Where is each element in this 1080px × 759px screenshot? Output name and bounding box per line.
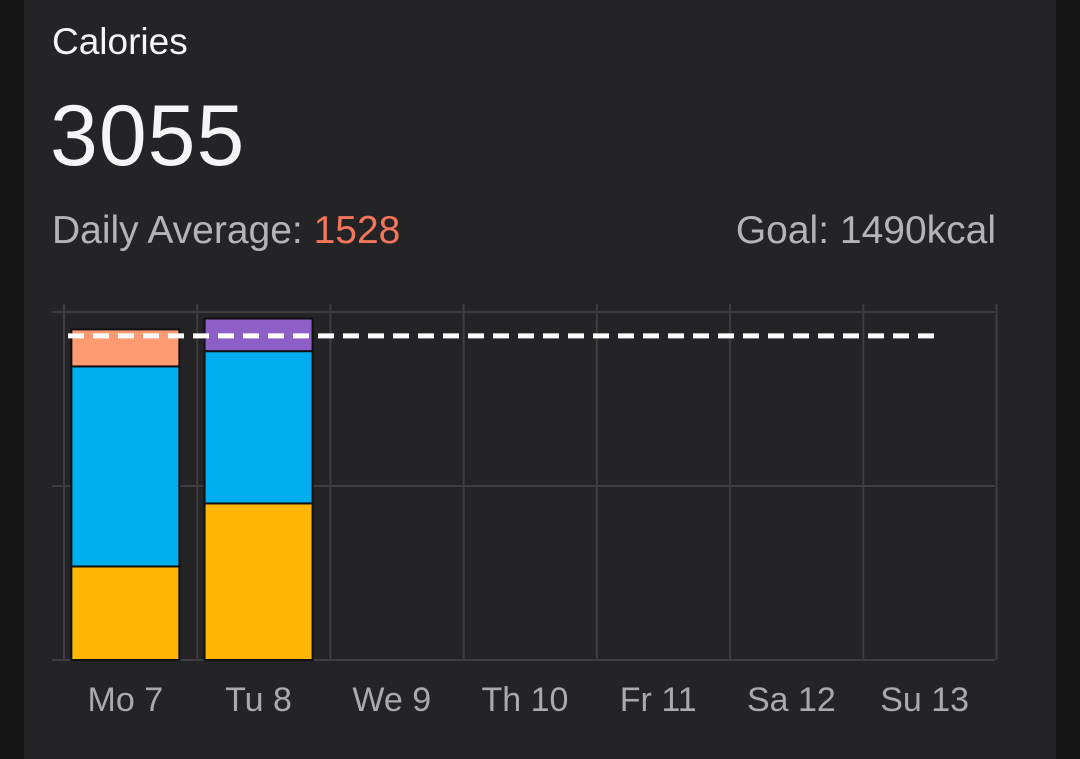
bar-segment-1[interactable] — [70, 565, 181, 661]
x-tick-label: We 9 — [352, 681, 431, 719]
total-calories: 3055 — [50, 88, 246, 184]
x-tick-label: Mo 7 — [88, 681, 164, 719]
card-title: Calories — [52, 21, 188, 62]
bar-segment-2[interactable] — [203, 350, 314, 505]
x-tick-label: Sa 12 — [747, 681, 836, 719]
bar-segment-2[interactable] — [70, 365, 181, 568]
x-tick-label: Su 13 — [880, 681, 969, 719]
daily-average: Daily Average: 1528 — [52, 208, 400, 254]
x-tick-label: Tu 8 — [225, 681, 292, 719]
x-axis-labels: Mo 7 Tu 8 We 9 Th 10 Fr 11 Sa 12 Su 13 — [88, 681, 970, 719]
goal-label: Goal: 1490kcal — [735, 209, 996, 252]
x-tick-label: Fr 11 — [620, 681, 697, 719]
bar-segment-1[interactable] — [203, 502, 314, 661]
daily-average-value: 1528 — [313, 209, 401, 252]
calories-card[interactable]: Calories 3055 Daily Average: 1528 Goal: … — [24, 0, 1056, 759]
daily-average-label: Daily Average: — [52, 209, 314, 252]
x-tick-label: Th 10 — [482, 681, 569, 719]
chart-bars — [70, 317, 314, 661]
chart-grid — [52, 304, 998, 661]
